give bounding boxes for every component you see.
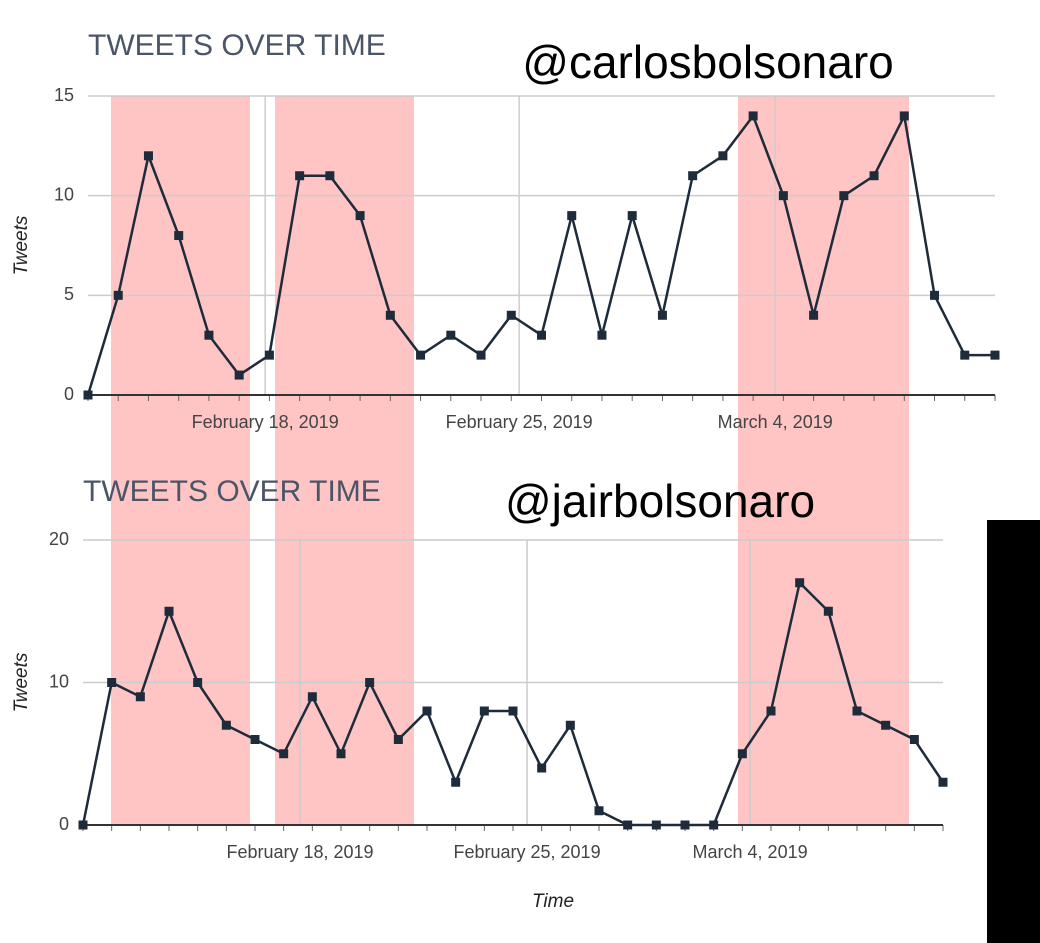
point — [506, 310, 516, 320]
x-tick-label: February 25, 2019 — [446, 412, 593, 432]
point — [325, 171, 335, 181]
point — [594, 806, 604, 816]
y-tick-label: 0 — [59, 814, 69, 834]
point — [107, 678, 117, 687]
point — [567, 211, 577, 221]
point — [778, 191, 788, 201]
highlight-bands — [111, 96, 909, 825]
highlight-band — [738, 96, 909, 825]
point — [718, 151, 728, 161]
point — [416, 350, 426, 360]
point — [264, 350, 274, 360]
point — [221, 720, 231, 730]
y-tick-label: 0 — [64, 384, 74, 404]
point — [204, 330, 214, 340]
point — [537, 763, 547, 773]
point — [135, 692, 145, 702]
point — [823, 606, 833, 616]
point — [869, 171, 879, 181]
point — [627, 211, 637, 221]
point — [365, 678, 375, 687]
y-tick-label: 10 — [49, 671, 69, 691]
point — [737, 749, 747, 759]
x-tick-label: February 25, 2019 — [453, 842, 600, 862]
point — [852, 706, 862, 716]
point — [355, 211, 365, 221]
point — [766, 706, 776, 716]
point — [990, 350, 1000, 360]
point — [809, 310, 819, 320]
x-tick-label: March 4, 2019 — [693, 842, 808, 862]
point — [839, 191, 849, 201]
point — [295, 171, 305, 181]
point — [899, 111, 909, 121]
black-block — [987, 520, 1040, 943]
y-axis-label: Tweets — [11, 652, 32, 712]
point — [597, 330, 607, 340]
chart-title: TWEETS OVER TIME — [83, 475, 381, 508]
y-tick-label: 15 — [54, 85, 74, 105]
point — [909, 735, 919, 744]
x-tick-label: February 18, 2019 — [226, 842, 373, 862]
point — [688, 171, 698, 181]
highlight-band — [111, 96, 250, 825]
y-tick-label: 10 — [54, 184, 74, 204]
point — [446, 330, 456, 340]
point — [234, 370, 244, 380]
x-axis-label: Time — [532, 891, 574, 912]
point — [393, 735, 403, 744]
point — [680, 820, 690, 830]
point — [709, 820, 719, 830]
point — [174, 231, 184, 241]
point — [143, 151, 153, 161]
x-tick-label: March 4, 2019 — [718, 412, 833, 432]
point — [657, 310, 667, 320]
handle: @carlosbolsonaro — [522, 36, 893, 88]
point — [336, 749, 346, 759]
y-tick-label: 5 — [64, 284, 74, 304]
point — [795, 578, 805, 588]
point — [476, 350, 486, 360]
point — [651, 820, 661, 830]
point — [164, 606, 174, 616]
point — [83, 390, 93, 400]
point — [250, 735, 260, 744]
point — [748, 111, 758, 121]
chart-title: TWEETS OVER TIME — [88, 29, 386, 62]
point — [279, 749, 289, 759]
point — [451, 777, 461, 787]
point — [938, 777, 948, 787]
point — [960, 350, 970, 360]
point — [193, 678, 203, 687]
point — [78, 820, 88, 830]
handle: @jairbolsonaro — [505, 475, 815, 527]
highlight-band — [275, 96, 414, 825]
point — [307, 692, 317, 702]
point — [385, 310, 395, 320]
point — [508, 706, 518, 716]
point — [623, 820, 633, 830]
point — [113, 290, 123, 300]
y-tick-label: 20 — [49, 529, 69, 549]
y-axis-label: Tweets — [11, 215, 32, 275]
x-tick-label: February 18, 2019 — [192, 412, 339, 432]
point — [881, 720, 891, 730]
point — [479, 706, 489, 716]
point — [422, 706, 432, 716]
point — [565, 720, 575, 730]
point — [537, 330, 546, 340]
point — [930, 290, 940, 300]
